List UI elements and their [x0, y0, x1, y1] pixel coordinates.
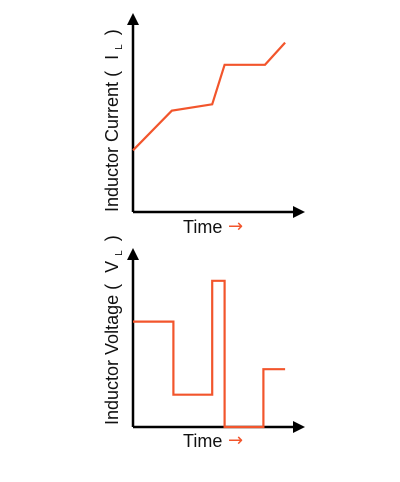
current-y-paren-open: ( — [102, 71, 122, 77]
voltage-y-axis-title: Inductor Voltage ( V L ) — [102, 235, 126, 425]
voltage-y-axis-arrowhead — [127, 248, 139, 260]
current-x-axis-arrow: → — [228, 216, 243, 237]
current-y-paren-close: ) — [102, 29, 122, 35]
current-x-axis-arrowhead — [293, 206, 305, 218]
voltage-y-axis-symbol: V — [102, 261, 122, 273]
voltage-y-axis-subscript: L — [114, 250, 125, 256]
voltage-chart: Inductor Voltage ( V L ) Time → — [102, 235, 305, 451]
current-y-axis-label: Inductor Current — [102, 82, 122, 212]
voltage-series-line — [133, 279, 286, 429]
current-y-axis-arrowhead — [127, 13, 139, 25]
voltage-x-axis-arrowhead — [293, 421, 305, 433]
current-y-axis-title: Inductor Current ( I L ) — [102, 29, 126, 212]
voltage-x-axis-arrow: → — [228, 430, 243, 451]
current-x-axis-title: Time — [183, 217, 222, 237]
voltage-y-paren-open: ( — [102, 284, 122, 290]
voltage-y-axis-label: Inductor Voltage — [102, 295, 122, 425]
current-y-axis-subscript: L — [114, 44, 125, 50]
current-chart: Inductor Current ( I L ) Time → — [102, 13, 305, 237]
current-series-line — [132, 41, 286, 152]
current-y-axis-symbol: I — [102, 55, 122, 60]
voltage-y-paren-close: ) — [102, 235, 122, 241]
voltage-x-axis-title: Time — [183, 431, 222, 451]
